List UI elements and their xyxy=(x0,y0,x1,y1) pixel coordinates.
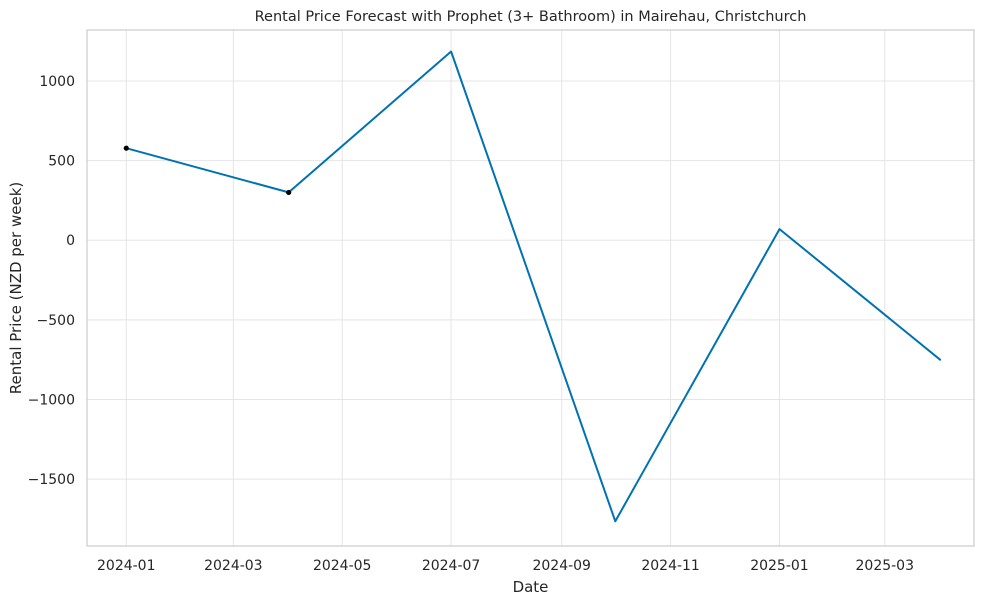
x-tick-label: 2025-03 xyxy=(856,558,915,574)
observed-point xyxy=(286,190,291,195)
x-tick-label: 2024-09 xyxy=(532,558,591,574)
y-tick-label: 1000 xyxy=(39,74,75,90)
x-axis-label: Date xyxy=(513,578,549,596)
y-axis-label: Rental Price (NZD per week) xyxy=(7,182,25,394)
x-tick-label: 2024-05 xyxy=(313,558,372,574)
y-tick-label: −500 xyxy=(37,313,75,329)
y-tick-label: −1000 xyxy=(28,392,75,408)
x-tick-label: 2024-01 xyxy=(97,558,156,574)
x-tick-label: 2025-01 xyxy=(750,558,809,574)
x-tick-label: 2024-07 xyxy=(422,558,481,574)
chart-title: Rental Price Forecast with Prophet (3+ B… xyxy=(255,9,807,25)
y-tick-label: −1500 xyxy=(28,472,75,488)
x-tick-label: 2024-11 xyxy=(641,558,700,574)
y-tick-label: 500 xyxy=(48,154,75,170)
y-tick-label: 0 xyxy=(66,233,75,249)
x-tick-label: 2024-03 xyxy=(204,558,263,574)
observed-point xyxy=(124,146,129,151)
